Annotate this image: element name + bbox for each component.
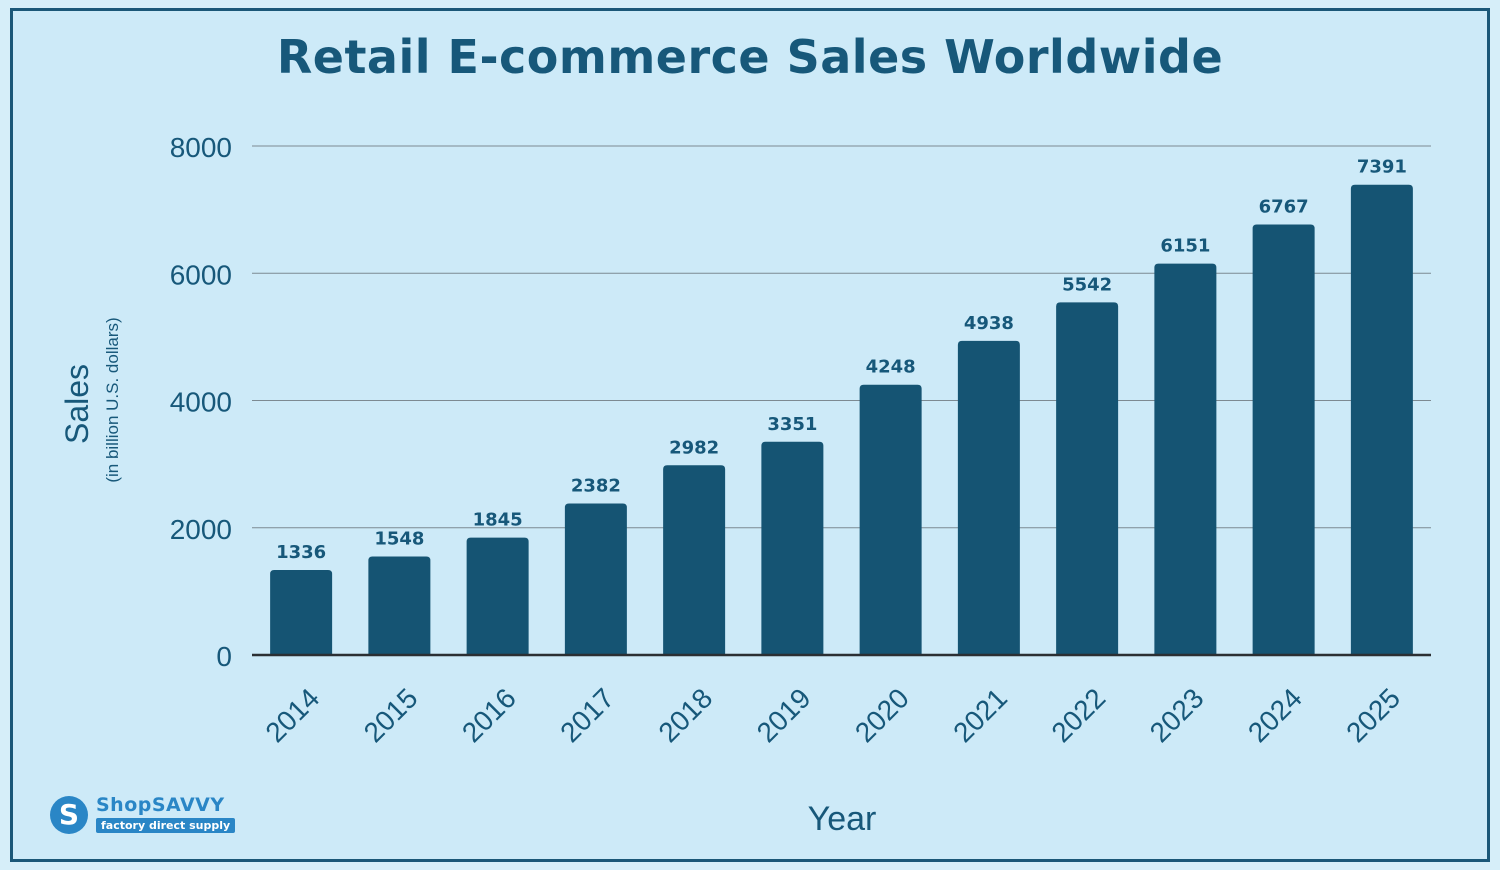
logo-name: ShopSAVVY: [96, 794, 225, 816]
x-tick-label: 2022: [1045, 682, 1111, 748]
bar: [663, 465, 726, 655]
bar: [1252, 224, 1315, 655]
x-tick-label: 2023: [1144, 682, 1210, 748]
y-tick-label: 0: [216, 641, 232, 672]
bar: [859, 384, 922, 655]
data-label: 2982: [669, 437, 719, 458]
logo-tagline: factory direct supply: [96, 818, 236, 833]
chart-title: Retail E-commerce Sales Worldwide: [276, 30, 1224, 84]
gridlines: [252, 145, 1431, 529]
y-tick-label: 8000: [170, 132, 232, 163]
data-label: 7391: [1357, 157, 1407, 178]
x-tick-label: 2015: [358, 682, 424, 748]
bar: [1154, 263, 1217, 655]
data-label: 3351: [767, 414, 817, 435]
chart-frame: [10, 8, 1490, 862]
data-labels: 1336 1548 1845 2382 2982 3351 4248 4938 5542 6151…: [276, 157, 1407, 563]
x-tick-label: 2016: [456, 682, 522, 748]
x-tick-label: 2017: [554, 682, 620, 748]
shopsavvy-logo: S ShopSAVVY factory direct supply: [50, 794, 250, 836]
y-tick-label: 2000: [170, 514, 232, 545]
data-label: 1336: [276, 542, 326, 563]
x-axis-label: Year: [808, 800, 877, 838]
x-tick-label: 2020: [849, 682, 915, 748]
x-tick-label: 2024: [1242, 682, 1308, 748]
data-label: 5542: [1062, 274, 1112, 295]
y-axis-sublabel: (in billion U.S. dollars): [103, 317, 122, 482]
data-label: 4248: [866, 357, 916, 378]
bar: [761, 441, 824, 655]
data-label: 2382: [571, 475, 621, 496]
x-tick-label: 2018: [652, 682, 718, 748]
bar: [466, 537, 529, 655]
y-tick-label: 6000: [170, 259, 232, 290]
x-tick-label: 2021: [947, 682, 1013, 748]
bar: [368, 556, 431, 655]
y-tick-label: 4000: [170, 387, 232, 418]
bar: [564, 503, 627, 655]
s-logo-icon: S: [50, 796, 88, 834]
bar: [270, 569, 333, 655]
y-axis-label: Sales: [59, 364, 95, 444]
y-axis-ticks: 0 2000 4000 6000 8000: [170, 132, 232, 672]
bar: [1056, 302, 1119, 655]
bar: [957, 340, 1020, 655]
bar: [1350, 184, 1413, 655]
data-label: 1845: [473, 510, 523, 531]
data-label: 6151: [1160, 236, 1210, 257]
x-tick-label: 2019: [751, 682, 817, 748]
x-tick-label: 2014: [259, 682, 325, 748]
bars: [270, 184, 1413, 655]
data-label: 6767: [1259, 196, 1309, 217]
data-label: 1548: [374, 529, 424, 550]
data-label: 4938: [964, 313, 1014, 334]
x-tick-label: 2025: [1340, 682, 1406, 748]
x-axis-ticks: 2014 2015 2016 2017 2018 2019 2020 2021 2022 2023…: [259, 682, 1406, 748]
